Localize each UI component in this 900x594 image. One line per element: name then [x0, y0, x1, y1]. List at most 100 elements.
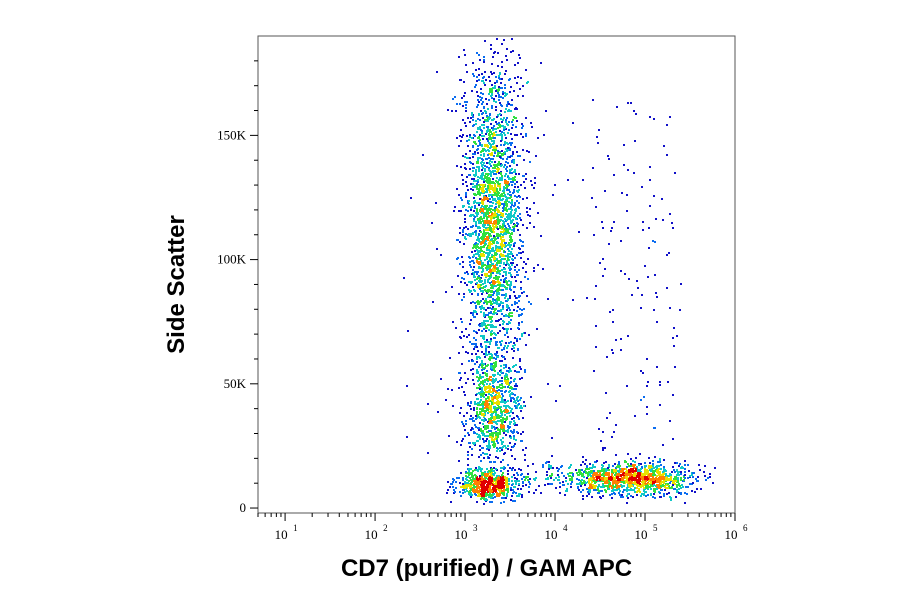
data-point [501, 474, 503, 476]
data-point [467, 402, 469, 404]
data-point [484, 279, 486, 281]
data-point [456, 188, 458, 190]
data-point [510, 196, 512, 198]
data-point [504, 73, 506, 75]
data-point [492, 300, 494, 302]
data-point [507, 248, 509, 250]
data-point [509, 407, 511, 409]
data-point [476, 282, 478, 284]
data-point [508, 178, 510, 180]
data-point [487, 320, 489, 322]
data-point [583, 480, 585, 482]
data-point [488, 118, 490, 120]
data-point [494, 237, 496, 239]
data-point [492, 470, 494, 472]
data-point [472, 475, 474, 477]
data-point [509, 297, 511, 299]
data-point [457, 275, 459, 277]
data-point [487, 146, 489, 148]
data-point [514, 303, 516, 305]
data-point [504, 194, 506, 196]
data-point [488, 312, 490, 314]
data-point [459, 482, 461, 484]
data-point [477, 380, 479, 382]
data-point [512, 412, 514, 414]
data-point [465, 475, 467, 477]
data-point [511, 495, 513, 497]
data-point [515, 492, 517, 494]
data-point [519, 213, 521, 215]
data-point [495, 413, 497, 415]
data-point [505, 497, 507, 499]
data-point [486, 438, 488, 440]
data-point [464, 272, 466, 274]
data-point [465, 107, 467, 109]
data-point [482, 242, 484, 244]
data-point [523, 175, 525, 177]
data-point [477, 191, 479, 193]
data-point [471, 90, 473, 92]
data-point [489, 184, 491, 186]
data-point [563, 475, 565, 477]
data-point [481, 468, 483, 470]
data-point [523, 476, 525, 478]
data-point [677, 477, 679, 479]
data-point [510, 213, 512, 215]
data-point [484, 389, 486, 391]
data-point [484, 84, 486, 86]
data-point [597, 492, 599, 494]
data-point [479, 401, 481, 403]
data-point [491, 105, 493, 107]
data-point [440, 378, 442, 380]
data-point [507, 101, 509, 103]
data-point [477, 271, 479, 273]
data-point [491, 88, 493, 90]
data-point [482, 423, 484, 425]
data-point [473, 409, 475, 411]
data-point [450, 501, 452, 503]
data-point [484, 473, 486, 475]
data-point [542, 464, 544, 466]
data-point [490, 303, 492, 305]
data-point [471, 178, 473, 180]
data-point [482, 395, 484, 397]
data-point [526, 227, 528, 229]
data-point [472, 477, 474, 479]
data-point [513, 309, 515, 311]
data-point [500, 219, 502, 221]
data-point [514, 337, 516, 339]
data-point [487, 254, 489, 256]
data-point [507, 491, 509, 493]
data-point [524, 187, 526, 189]
data-point [503, 425, 505, 427]
data-point [482, 191, 484, 193]
data-point [473, 407, 475, 409]
data-point [489, 198, 491, 200]
data-point [492, 432, 494, 434]
data-point [516, 399, 518, 401]
data-point [467, 117, 469, 119]
data-point [518, 403, 520, 405]
data-point [515, 402, 517, 404]
data-point [486, 138, 488, 140]
data-point [465, 351, 467, 353]
data-point [485, 341, 487, 343]
data-point [485, 498, 487, 500]
data-point [507, 429, 509, 431]
data-point [491, 291, 493, 293]
data-point [497, 150, 499, 152]
data-point [500, 390, 502, 392]
data-point [500, 424, 502, 426]
data-point [483, 419, 485, 421]
data-point [510, 86, 512, 88]
data-point [510, 499, 512, 501]
data-point [480, 493, 482, 495]
data-point [494, 167, 496, 169]
data-point [462, 477, 464, 479]
data-point [475, 311, 477, 313]
data-point [497, 457, 499, 459]
data-point [525, 135, 527, 137]
data-point [503, 230, 505, 232]
data-point [481, 360, 483, 362]
data-point [663, 478, 665, 480]
